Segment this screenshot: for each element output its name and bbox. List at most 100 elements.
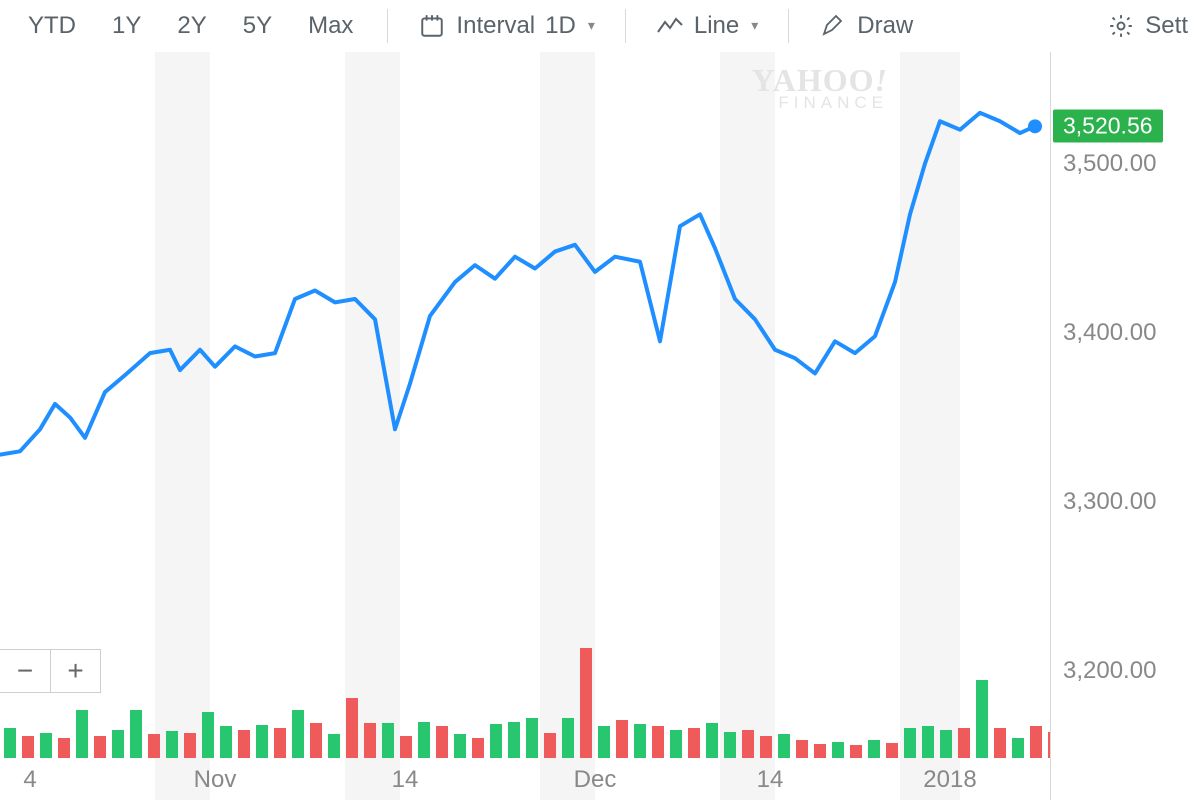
volume-bar — [202, 712, 214, 758]
volume-bar — [220, 726, 232, 758]
volume-bar — [364, 723, 376, 758]
chart-toolbar: YTD 1Y 2Y 5Y Max Interval 1D ▾ Line ▾ — [0, 0, 1200, 52]
volume-bar — [544, 733, 556, 758]
chart-svg — [0, 52, 1050, 800]
y-axis-label: 3,500.00 — [1063, 150, 1156, 178]
chart-type-label: Line — [694, 12, 739, 40]
volume-bar — [724, 732, 736, 758]
toolbar-divider — [788, 9, 789, 43]
interval-selector[interactable]: Interval 1D ▾ — [406, 12, 606, 40]
volume-bar — [994, 728, 1006, 758]
y-axis-label: 3,400.00 — [1063, 319, 1156, 347]
chart-type-selector[interactable]: Line ▾ — [644, 12, 770, 40]
volume-bar — [328, 734, 340, 758]
price-line — [0, 113, 1035, 455]
zoom-in-button[interactable]: + — [50, 650, 100, 692]
interval-label: Interval — [456, 12, 535, 40]
volume-bar — [166, 731, 178, 758]
range-1y[interactable]: 1Y — [96, 6, 157, 46]
x-axis-label: 4 — [23, 766, 36, 794]
volume-bar — [886, 743, 898, 758]
volume-bar — [58, 738, 70, 758]
volume-bar — [562, 718, 574, 758]
volume-bar — [382, 723, 394, 758]
volume-bar — [256, 725, 268, 758]
volume-bar — [688, 728, 700, 758]
volume-bar — [634, 724, 646, 758]
range-max[interactable]: Max — [292, 6, 369, 46]
current-price-badge: 3,520.56 — [1053, 110, 1163, 143]
volume-bar — [922, 726, 934, 758]
y-axis-label: 3,200.00 — [1063, 657, 1156, 685]
volume-bar — [184, 733, 196, 758]
settings-label: Sett — [1145, 12, 1188, 40]
chart-plot-area[interactable]: YAHOO! FINANCE − + 4Nov14Dec142018 — [0, 52, 1050, 800]
zoom-out-button[interactable]: − — [0, 650, 50, 692]
volume-bar — [616, 720, 628, 758]
volume-bar — [292, 710, 304, 758]
chevron-down-icon: ▾ — [588, 17, 595, 34]
volume-bar — [796, 740, 808, 758]
volume-bar — [760, 736, 772, 758]
x-axis-label: Dec — [574, 766, 617, 794]
volume-bar — [76, 710, 88, 758]
pencil-icon — [819, 12, 847, 40]
range-5y[interactable]: 5Y — [227, 6, 288, 46]
volume-bar — [40, 733, 52, 758]
current-price-marker — [1028, 119, 1042, 133]
volume-bar — [310, 723, 322, 758]
volume-bar — [238, 730, 250, 758]
gear-icon — [1107, 12, 1135, 40]
volume-bar — [472, 738, 484, 758]
settings-button[interactable]: Sett — [1095, 12, 1188, 40]
volume-bar — [580, 648, 592, 758]
line-chart-icon — [656, 12, 684, 40]
toolbar-divider — [387, 9, 388, 43]
range-ytd[interactable]: YTD — [12, 6, 92, 46]
x-axis-label: 14 — [757, 766, 784, 794]
x-axis-label: Nov — [194, 766, 237, 794]
volume-bar — [940, 730, 952, 758]
range-2y[interactable]: 2Y — [161, 6, 222, 46]
volume-bar — [904, 728, 916, 758]
volume-bar — [976, 680, 988, 758]
volume-bar — [94, 736, 106, 758]
x-axis-label: 14 — [392, 766, 419, 794]
volume-bar — [130, 710, 142, 758]
x-axis-label: 2018 — [923, 766, 976, 794]
volume-bar — [418, 722, 430, 758]
volume-bar — [1012, 738, 1024, 758]
volume-bar — [22, 736, 34, 758]
volume-bar — [706, 723, 718, 758]
volume-bar — [832, 742, 844, 758]
calendar-icon — [418, 12, 446, 40]
toolbar-divider — [625, 9, 626, 43]
zoom-control: − + — [0, 649, 101, 693]
volume-bar — [814, 744, 826, 758]
interval-value: 1D — [545, 12, 576, 40]
volume-bar — [958, 728, 970, 758]
volume-bar — [346, 698, 358, 758]
volume-bar — [112, 730, 124, 758]
volume-bar — [454, 734, 466, 758]
y-axis-label: 3,300.00 — [1063, 488, 1156, 516]
volume-bar — [436, 726, 448, 758]
volume-bar — [742, 730, 754, 758]
volume-bar — [400, 736, 412, 758]
volume-bar — [850, 745, 862, 758]
volume-bar — [598, 726, 610, 758]
volume-bar — [274, 728, 286, 758]
draw-label: Draw — [857, 12, 913, 40]
volume-bar — [526, 718, 538, 758]
chart-container: YAHOO! FINANCE − + 4Nov14Dec142018 3,500… — [0, 52, 1200, 800]
draw-button[interactable]: Draw — [807, 12, 925, 40]
y-axis: 3,500.00 3,400.00 3,300.00 3,200.00 3,520.5… — [1050, 52, 1200, 800]
volume-bar — [670, 730, 682, 758]
volume-bar — [778, 734, 790, 758]
volume-bar — [1030, 726, 1042, 758]
volume-bar — [868, 740, 880, 758]
chevron-down-icon: ▾ — [751, 17, 758, 34]
volume-bar — [508, 722, 520, 758]
volume-bar — [4, 728, 16, 758]
volume-bar — [652, 726, 664, 758]
